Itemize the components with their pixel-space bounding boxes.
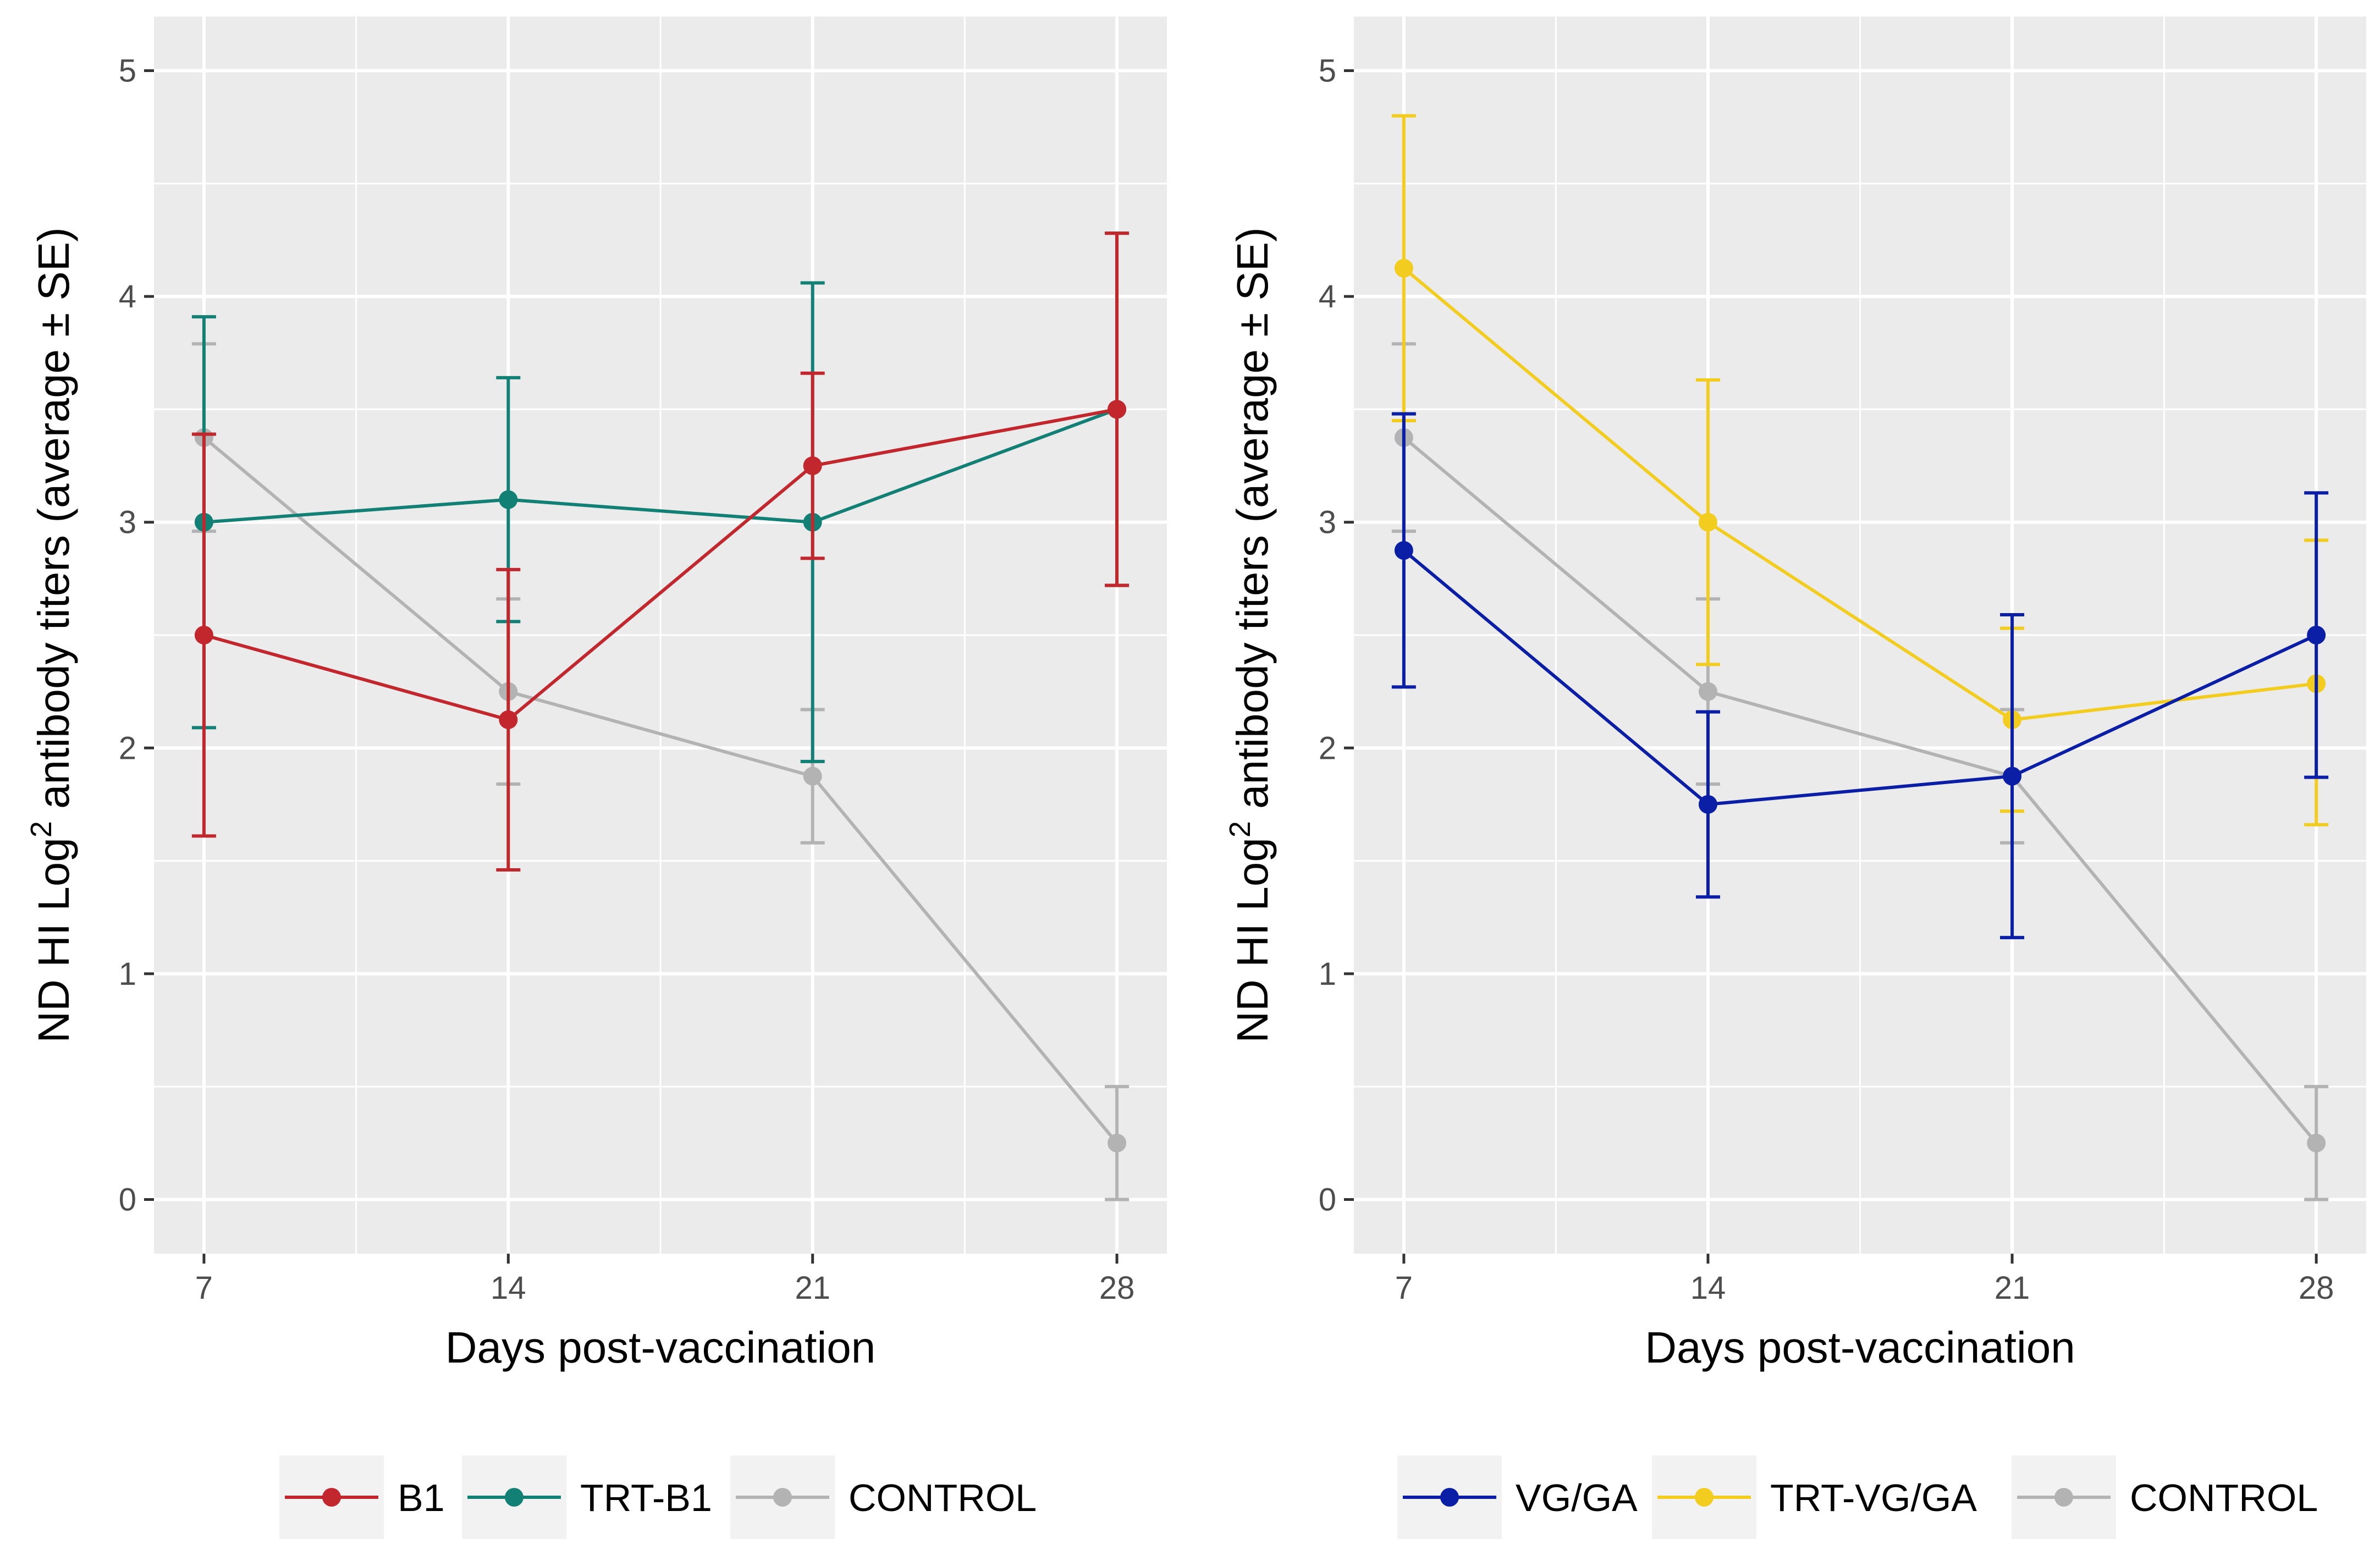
y-tick-label: 5: [1319, 53, 1336, 89]
legend-item[interactable]: B1: [279, 1455, 445, 1539]
series-line: [1402, 549, 2317, 807]
y-axis-title-superscript: 2: [1224, 821, 1257, 837]
x-tick-label: 7: [195, 1270, 213, 1306]
data-point: [1698, 795, 1717, 814]
legend-label: TRT-B1: [580, 1476, 712, 1519]
y-axis-title-prefix: ND HI Log: [1228, 837, 1277, 1043]
data-point: [1394, 541, 1413, 560]
legend-label: CONTROL: [2130, 1476, 2318, 1519]
x-tick-label: 14: [491, 1270, 526, 1306]
legend-key-point: [2054, 1488, 2073, 1507]
legend: VG/GA TRT-VG/GA CONTROL: [1397, 1455, 2318, 1539]
series-line: [1402, 267, 2317, 722]
y-tick-label: 3: [119, 505, 136, 541]
y-tick-label: 0: [1319, 1182, 1336, 1217]
data-point: [1698, 512, 1717, 532]
data-point: [2307, 626, 2326, 644]
legend-item[interactable]: TRT-B1: [462, 1455, 712, 1539]
y-tick-label: 1: [1319, 956, 1336, 992]
y-tick-label: 2: [1319, 730, 1336, 766]
legend-key-point: [773, 1488, 792, 1507]
series-line: [203, 407, 1117, 722]
data-point: [1698, 682, 1717, 701]
legend: B1 TRT-B1 CONTROL: [279, 1455, 1037, 1539]
y-tick-label: 1: [119, 956, 136, 992]
y-tick-label: 3: [1319, 505, 1336, 541]
series-line: [203, 407, 1118, 524]
data-point: [1108, 1133, 1127, 1153]
legend-item[interactable]: TRT-VG/GA: [1652, 1455, 1977, 1539]
legend-key-point: [1440, 1488, 1459, 1507]
legend-item[interactable]: VG/GA: [1397, 1455, 1638, 1539]
chart-panel-left: 0 1 2 3 4 5 7 14 21 28 Days post-vaccination ND HI …: [25, 16, 1167, 1539]
legend-key-point: [1695, 1488, 1714, 1507]
x-tick-label: 7: [1395, 1270, 1413, 1306]
chart-panel-right: 0 1 2 3 4 5 7 14 21 28 Days post-vaccination ND HI …: [1224, 16, 2366, 1539]
x-axis-title: Days post-vaccination: [1645, 1323, 2075, 1372]
data-point: [803, 456, 822, 476]
legend-label: VG/GA: [1516, 1476, 1638, 1519]
y-axis-title-prefix: ND HI Log: [29, 837, 78, 1043]
data-point: [499, 710, 518, 729]
y-axis-title: ND HI Log2 antibody titers (average ± SE…: [25, 227, 78, 1043]
y-tick-label: 2: [119, 730, 136, 766]
legend-label: B1: [398, 1476, 445, 1519]
data-point: [1108, 400, 1127, 419]
legend-item[interactable]: CONTROL: [730, 1455, 1037, 1539]
y-axis-title: ND HI Log2 antibody titers (average ± SE…: [1224, 227, 1277, 1043]
y-tick-label: 5: [119, 53, 136, 89]
legend-label: TRT-VG/GA: [1770, 1476, 1977, 1519]
y-tick-label: 0: [119, 1182, 136, 1217]
y-tick-label: 4: [119, 279, 136, 315]
y-axis-title-suffix: antibody titers (average ± SE): [1228, 227, 1277, 821]
x-tick-label: 21: [1995, 1270, 2030, 1306]
legend-key-point: [322, 1488, 341, 1507]
data-point: [803, 767, 822, 786]
y-axis-title-superscript: 2: [25, 821, 58, 837]
data-point: [194, 626, 213, 644]
legend-label: CONTROL: [849, 1476, 1037, 1519]
x-tick-label: 28: [1099, 1270, 1135, 1306]
legend-item[interactable]: CONTROL: [2012, 1455, 2318, 1539]
x-tick-label: 21: [795, 1270, 830, 1306]
series-vg-ga: [1391, 412, 2329, 940]
series-b1: [191, 231, 1130, 872]
y-axis-title-suffix: antibody titers (average ± SE): [29, 227, 78, 821]
series-line: [202, 436, 1119, 1144]
series-line: [1402, 436, 2318, 1144]
data-point: [2307, 1133, 2326, 1153]
data-point: [2003, 767, 2022, 786]
legend-key-point: [505, 1488, 524, 1507]
x-tick-label: 28: [2299, 1270, 2334, 1306]
data-point: [1394, 258, 1413, 278]
x-axis-title: Days post-vaccination: [445, 1323, 876, 1372]
x-tick-label: 14: [1690, 1270, 1726, 1306]
y-tick-label: 4: [1319, 279, 1336, 315]
data-point: [499, 490, 518, 509]
